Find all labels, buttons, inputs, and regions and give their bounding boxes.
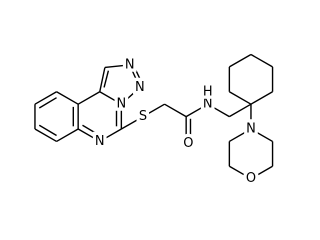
atom-label: N — [117, 97, 127, 112]
atom-label: S — [139, 109, 147, 124]
molecule: N N N N S O N H N O — [34, 53, 274, 189]
atom-label: N — [135, 80, 145, 95]
atom-label: N — [95, 134, 105, 149]
atom-label: O — [183, 136, 193, 151]
page: N N N N S O N H N O (() => { const data … — [34, 53, 274, 189]
atom-label: N — [246, 122, 256, 137]
structure: N N N N S O N H N O — [34, 53, 274, 189]
atom-label: N — [125, 57, 135, 72]
atom-label: H — [203, 84, 213, 99]
atom-label: O — [246, 171, 256, 186]
atom-label: N — [203, 97, 213, 112]
bonds — [34, 53, 274, 180]
